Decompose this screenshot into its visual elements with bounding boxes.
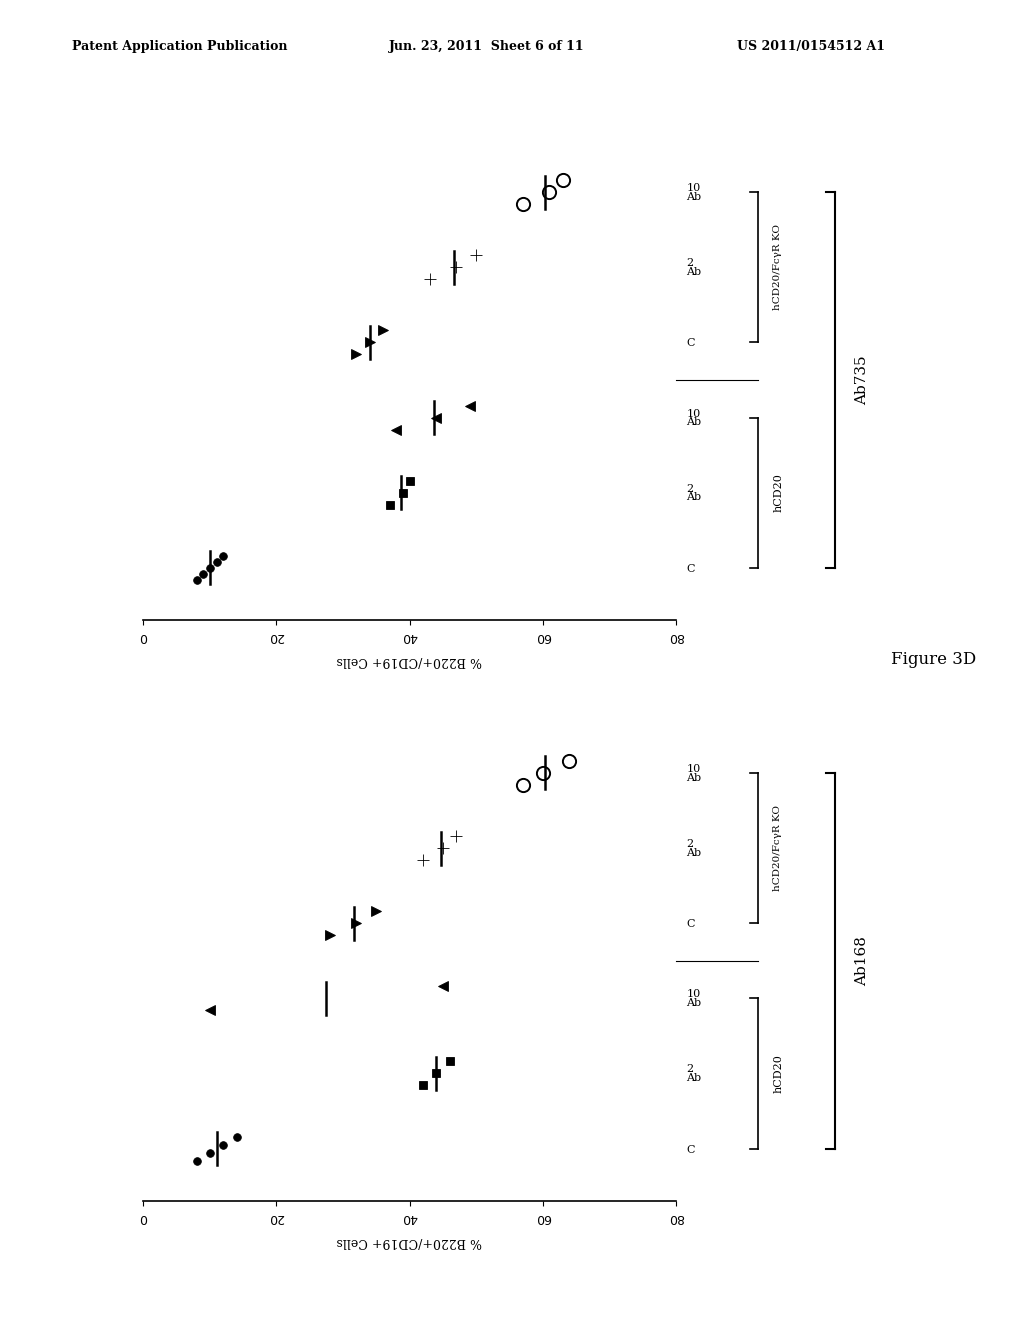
Text: US 2011/0154512 A1: US 2011/0154512 A1 [737, 40, 886, 53]
Text: Patent Application Publication: Patent Application Publication [72, 40, 287, 53]
Text: hCD20: hCD20 [773, 1055, 783, 1093]
Text: Jun. 23, 2011  Sheet 6 of 11: Jun. 23, 2011 Sheet 6 of 11 [389, 40, 585, 53]
Text: hCD20/FcγR KO: hCD20/FcγR KO [773, 224, 782, 310]
Text: Ab168: Ab168 [855, 936, 869, 986]
Text: Ab735: Ab735 [855, 355, 869, 405]
X-axis label: % B220+/CD19+ Cells: % B220+/CD19+ Cells [337, 655, 482, 667]
X-axis label: % B220+/CD19+ Cells: % B220+/CD19+ Cells [337, 1236, 482, 1247]
Text: hCD20/FcγR KO: hCD20/FcγR KO [773, 805, 782, 891]
Text: Figure 3D: Figure 3D [891, 652, 976, 668]
Text: hCD20: hCD20 [773, 474, 783, 512]
